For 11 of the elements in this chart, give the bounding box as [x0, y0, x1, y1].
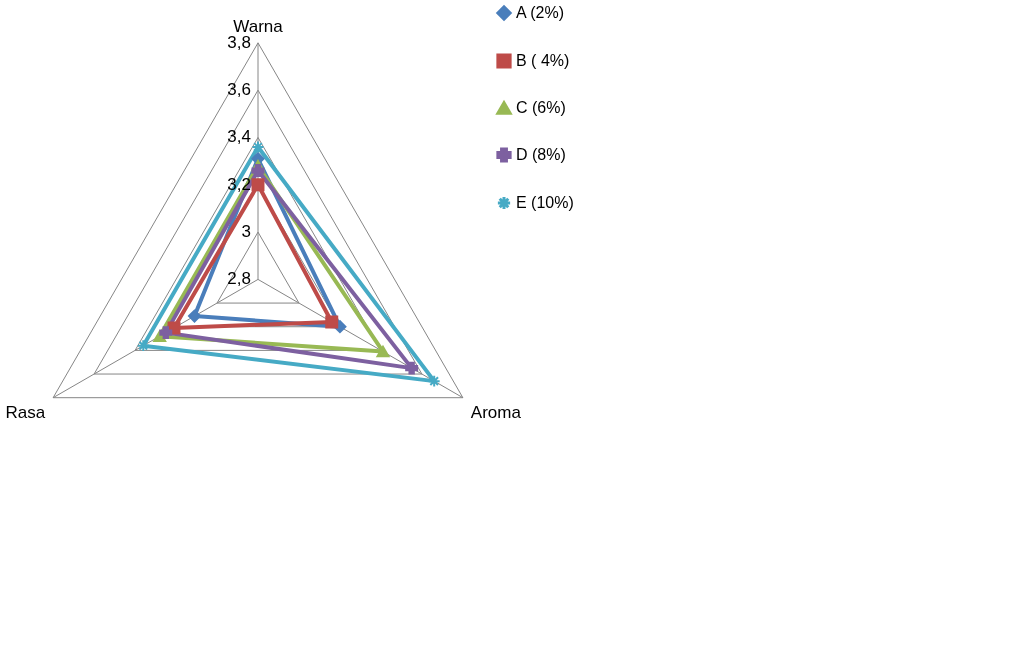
y-tick-label: 3 — [241, 222, 251, 242]
legend-label: E (10%) — [516, 194, 574, 211]
spoke-label: Aroma — [470, 402, 522, 422]
spoke-label: Rasa — [5, 402, 46, 422]
legend-label: C (6%) — [516, 99, 566, 116]
legend-label: B ( 4%) — [516, 52, 570, 69]
legend-label: D (8%) — [516, 146, 566, 163]
legend-label: A (2%) — [516, 4, 565, 21]
y-tick-label: 3,6 — [227, 80, 251, 100]
y-tick-label: 2,8 — [227, 269, 251, 289]
y-tick-label: 3,4 — [227, 127, 251, 147]
